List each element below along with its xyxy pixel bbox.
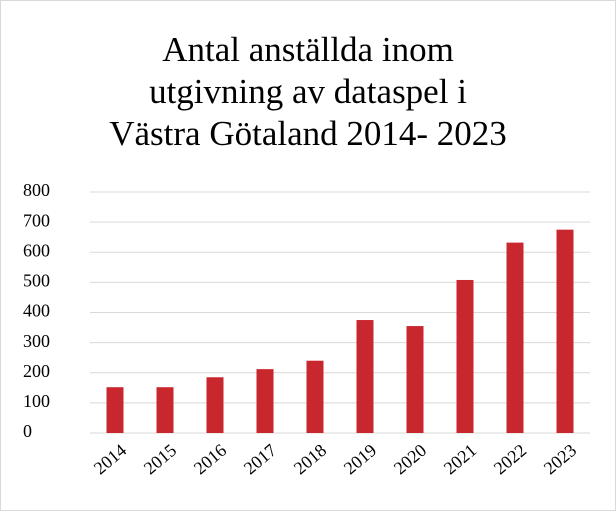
x-tick-label: 2017	[240, 440, 280, 478]
y-tick-label: 100	[23, 391, 50, 411]
y-tick-label: 800	[23, 180, 50, 200]
x-tick-label: 2021	[440, 440, 480, 478]
x-tick-label: 2016	[190, 440, 230, 478]
y-tick-label: 400	[23, 301, 50, 321]
bar	[406, 326, 424, 433]
x-tick-label: 2019	[340, 440, 380, 478]
bar	[506, 242, 524, 433]
x-tick-label: 2022	[490, 440, 530, 478]
y-tick-label: 700	[23, 210, 50, 230]
x-tick-label: 2015	[140, 440, 180, 478]
bar	[356, 320, 374, 433]
bar	[206, 377, 224, 433]
bar	[456, 279, 474, 433]
y-tick-label: 300	[23, 331, 50, 351]
y-tick-label: 600	[23, 240, 50, 260]
bar	[256, 369, 274, 433]
bar	[556, 229, 574, 433]
bar	[156, 387, 174, 433]
x-tick-label: 2018	[290, 440, 330, 478]
x-tick-label: 2020	[390, 440, 430, 478]
y-tick-label: 200	[23, 361, 50, 381]
x-tick-label: 2014	[90, 440, 130, 478]
bar	[306, 360, 324, 433]
x-tick-label: 2023	[540, 440, 580, 478]
bar	[106, 387, 124, 433]
chart-title: Antal anställda inom utgivning av datasp…	[109, 30, 507, 153]
y-tick-label: 500	[23, 271, 50, 291]
y-tick-label: 0	[23, 421, 32, 441]
